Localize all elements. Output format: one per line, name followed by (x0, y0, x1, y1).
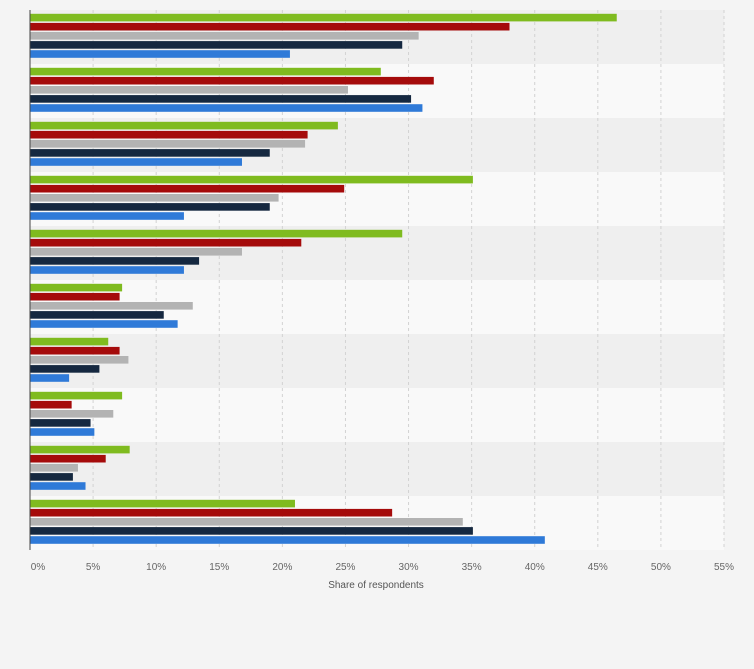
bar (30, 95, 412, 103)
bar (30, 67, 381, 76)
x-tick-label: 45% (588, 562, 608, 573)
bar (30, 445, 130, 454)
bar (30, 508, 393, 517)
bar (30, 320, 178, 328)
bar (30, 266, 184, 274)
bar (30, 248, 242, 256)
category-band (30, 442, 724, 496)
x-tick-label: 10% (146, 562, 166, 573)
x-tick-label: 25% (335, 562, 355, 573)
x-tick-label: 30% (399, 562, 419, 573)
bar (30, 104, 423, 112)
bar (30, 194, 279, 202)
x-tick-label: 20% (272, 562, 292, 573)
x-tick-label: 55% (714, 562, 734, 573)
bar (30, 536, 545, 544)
bar (30, 184, 345, 193)
x-tick-labels: 0% 5% 10% 15% 20% 25% 30% 35% 40% 45% 50% 55% (31, 562, 734, 573)
x-tick-label: 0% (31, 562, 46, 573)
bar (30, 50, 290, 58)
category-band (30, 388, 724, 442)
bar (30, 41, 403, 49)
bar (30, 257, 200, 265)
bar (30, 419, 91, 427)
bar (30, 212, 184, 220)
bar (30, 292, 120, 301)
bar (30, 527, 473, 535)
bar (30, 229, 403, 238)
bar (30, 346, 120, 355)
bar (30, 302, 193, 310)
bar (30, 391, 123, 400)
bar (30, 158, 242, 166)
bar (30, 121, 338, 130)
bars (30, 13, 617, 544)
bar (30, 337, 109, 346)
bar (30, 482, 86, 490)
x-tick-label: 40% (525, 562, 545, 573)
x-tick-label: 35% (462, 562, 482, 573)
bar (30, 149, 270, 157)
bar (30, 356, 129, 364)
bar (30, 76, 434, 85)
bar (30, 130, 308, 139)
x-tick-label: 15% (209, 562, 229, 573)
category-band (30, 334, 724, 388)
x-tick-label: 5% (86, 562, 101, 573)
bar (30, 374, 70, 382)
x-axis-title: Share of respondents (328, 580, 424, 591)
bar (30, 32, 419, 40)
bar (30, 499, 295, 508)
bar (30, 473, 73, 481)
bar (30, 400, 72, 409)
bar (30, 518, 463, 526)
bar (30, 175, 473, 184)
bar (30, 140, 306, 148)
bar (30, 311, 164, 319)
bar (30, 283, 123, 292)
bar (30, 410, 114, 418)
bar (30, 454, 106, 463)
bar (30, 13, 617, 22)
x-tick-label: 50% (651, 562, 671, 573)
bar (30, 203, 270, 211)
bar (30, 464, 78, 472)
bar (30, 365, 100, 373)
bar (30, 22, 510, 31)
bar (30, 86, 348, 94)
bar (30, 238, 302, 247)
bar (30, 428, 95, 436)
